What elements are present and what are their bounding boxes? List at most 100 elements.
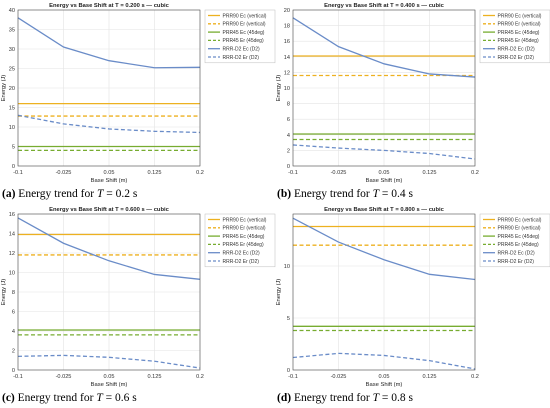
y-tick-label: 10 [9,271,15,277]
chart-title: Energy vs Base Shift at T = 0.600 s — cu… [49,207,169,213]
legend-label: PRR90 Er (vertical) [498,226,541,232]
chart-title: Energy vs Base Shift at T = 0.200 s — cu… [49,3,169,9]
chart-b: -0.1 -0.025 0.05 0.125 0.2 0 2 4 6 8 10 12 14 16 18 20 E… [276,3,550,184]
caption-text: Energy trend for [18,188,95,200]
series-line [17,17,201,69]
legend-label: RRR-D2 Ec (D2) [498,251,536,257]
caption-text: Energy trend for [293,392,370,404]
y-tick-label: 16 [284,39,290,45]
legend-label: PRR45 Er (45deg) [223,242,264,248]
series-line [17,114,201,134]
caption-label: (d) [277,392,292,404]
axes-box [17,213,201,371]
y-tick-label: 14 [284,55,290,61]
caption-value: = 0.6 s [105,392,137,404]
y-tick-label: 2 [287,148,290,154]
caption-var: T [96,188,104,200]
x-axis-label: Base Shift (m) [91,178,128,184]
legend-label: PRR90 Er (vertical) [223,226,266,232]
legend-label: PRR45 Ec (45deg) [498,30,540,36]
x-tick-label: 0.125 [423,374,437,380]
x-tick-label: 0.125 [148,170,162,176]
series-line [292,144,476,160]
legend-label: PRR45 Ec (45deg) [223,30,265,36]
x-tick-label: 0.2 [471,374,479,380]
x-tick-label: 0.05 [379,170,390,176]
legend-label: RRR-D2 Ec (D2) [498,47,536,53]
y-tick-label: 4 [287,133,290,139]
x-axis-label: Base Shift (m) [91,382,128,388]
chart-a: -0.1 -0.025 0.05 0.125 0.2 0 5 10 15 20 25 30 35 40 En… [1,3,276,184]
x-axis-label: Base Shift (m) [366,178,403,184]
y-tick-label: 12 [284,70,290,76]
x-tick-label: -0.1 [13,374,23,380]
legend-label: PRR90 Er (vertical) [498,22,541,28]
axes-box [292,9,476,167]
caption-label: (a) [2,188,16,200]
y-tick-label: 35 [9,28,15,34]
caption-b: (b) Energy trend for T = 0.4 s [277,186,548,202]
panel-d: -0.1 -0.025 0.05 0.125 0.2 0 5 10 Energy vs Base… [275,204,550,408]
caption-label: (b) [277,188,292,200]
x-tick-label: -0.1 [288,374,298,380]
legend-label: PRR90 Er (vertical) [223,22,266,28]
x-tick-label: -0.025 [56,170,72,176]
legend-label: PRR45 Ec (45deg) [498,234,540,240]
y-tick-label: 16 [9,212,15,218]
legend-label: RRR-D2 Ec (D2) [223,251,261,257]
x-tick-label: -0.025 [331,374,347,380]
y-tick-label: 5 [287,316,290,322]
axes-box [292,213,476,371]
x-tick-label: 0.05 [104,374,115,380]
x-tick-label: -0.025 [56,374,72,380]
caption-label: (c) [2,392,15,404]
series-line [17,217,201,280]
y-tick-label: 10 [284,86,290,92]
caption-d: (d) Energy trend for T = 0.8 s [277,390,548,406]
y-tick-label: 0 [12,164,15,170]
series-line [292,352,476,370]
y-tick-label: 20 [9,86,15,92]
legend-box [204,9,276,64]
caption-text: Energy trend for [17,392,94,404]
legend-label: RRR-D2 Er (D2) [498,259,535,265]
legend-label: PRR45 Er (45deg) [223,38,264,44]
legend-label: RRR-D2 Er (D2) [498,55,535,61]
y-axis-label: Energy (J) [276,75,282,102]
caption-var: T [372,188,380,200]
x-tick-label: -0.025 [331,170,347,176]
y-axis-label: Energy (J) [276,279,282,306]
caption-a: (a) Energy trend for T = 0.2 s [2,186,273,202]
panel-c: -0.1 -0.025 0.05 0.125 0.2 0 2 4 6 8 10 12 14 16 Energ… [0,204,276,408]
y-tick-label: 12 [9,251,15,257]
y-tick-label: 14 [9,232,15,238]
x-tick-label: 0.2 [196,170,204,176]
x-tick-label: 0.05 [379,374,390,380]
x-tick-label: 0.05 [104,170,115,176]
series-line [292,217,476,281]
caption-value: = 0.2 s [106,188,138,200]
y-axis-label: Energy (J) [1,75,7,102]
legend-label: PRR90 Ec (vertical) [223,13,267,19]
series-line [292,17,476,78]
x-tick-label: 0.2 [471,170,479,176]
y-tick-label: 25 [9,67,15,73]
x-tick-label: -0.1 [288,170,298,176]
y-tick-label: 0 [287,368,290,374]
axes-box [17,9,201,167]
caption-var: T [372,392,380,404]
legend-label: RRR-D2 Ec (D2) [223,47,261,53]
panel-a: -0.1 -0.025 0.05 0.125 0.2 0 5 10 15 20 25 30 35 40 En… [0,0,276,204]
panel-b: -0.1 -0.025 0.05 0.125 0.2 0 2 4 6 8 10 12 14 16 18 20 E… [275,0,550,204]
legend-box [479,213,550,268]
y-tick-label: 20 [284,8,290,14]
caption-var: T [96,392,103,404]
caption-value: = 0.4 s [381,188,413,200]
caption-text: Energy trend for [293,188,370,200]
y-tick-label: 6 [287,117,290,123]
y-tick-label: 30 [9,47,15,53]
y-tick-label: 8 [12,290,15,296]
legend-label: PRR45 Er (45deg) [498,242,539,248]
chart-title: Energy vs Base Shift at T = 0.400 s — cu… [324,3,444,9]
y-tick-label: 40 [9,8,15,14]
